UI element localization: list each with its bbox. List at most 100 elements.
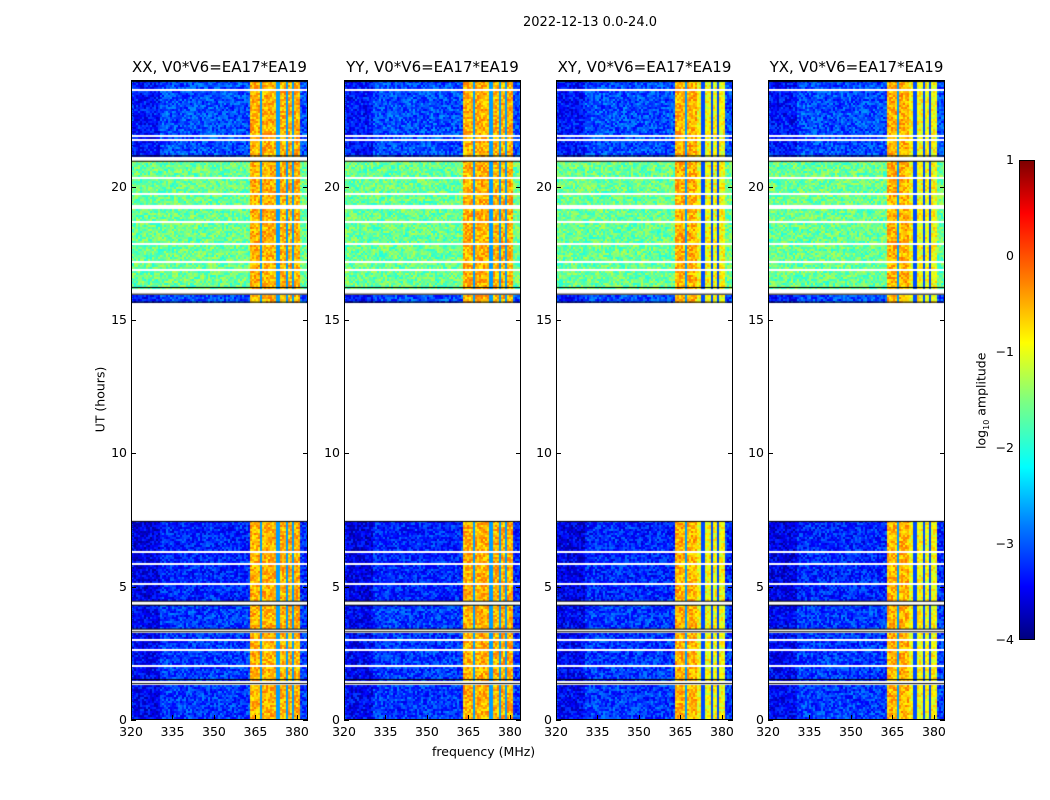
x-tick-mark (213, 715, 215, 720)
x-tick-mark (426, 715, 428, 720)
y-tick-mark (556, 186, 561, 188)
y-tick-mark (516, 586, 521, 588)
y-tick-label: 5 (119, 578, 127, 594)
x-tick-label: 380 (710, 724, 734, 739)
y-tick-mark (940, 320, 945, 321)
x-tick-label: 365 (880, 724, 905, 739)
x-tick-mark (172, 715, 174, 720)
x-tick-mark (296, 715, 298, 720)
y-tick-label: 0 (332, 712, 340, 727)
x-tick-mark (385, 715, 387, 720)
y-tick-label: 5 (544, 578, 552, 594)
y-tick-mark (303, 720, 308, 721)
x-tick-label: 350 (415, 724, 439, 739)
x-tick-mark (768, 715, 769, 720)
y-axis-label: UT (hours) (92, 366, 108, 433)
y-tick-mark (131, 186, 136, 188)
y-tick-label: 15 (324, 312, 340, 327)
panel-title: YX, V0*V6=EA17*EA19 (769, 58, 944, 76)
x-tick-mark (556, 715, 557, 720)
heatmap-panel (768, 80, 945, 720)
x-tick-label: 320 (756, 724, 780, 739)
y-tick-mark (556, 586, 561, 588)
heatmap-image (557, 81, 732, 719)
y-tick-mark (940, 586, 945, 588)
y-tick-label: 0 (544, 712, 552, 727)
y-tick-label: 0 (119, 712, 127, 727)
x-tick-mark (721, 715, 723, 720)
colorbar-tick-label: 0 (1006, 248, 1014, 263)
x-tick-label: 350 (627, 724, 651, 739)
panel-title: YY, V0*V6=EA17*EA19 (346, 58, 519, 76)
colorbar-tick-label: −3 (995, 536, 1014, 551)
y-tick-mark (131, 586, 136, 588)
colorbar-tick-label: −4 (995, 632, 1014, 647)
y-tick-mark (728, 453, 733, 455)
y-tick-mark (556, 320, 561, 321)
y-tick-label: 20 (111, 178, 127, 194)
y-tick-mark (940, 453, 945, 455)
y-tick-label: 15 (536, 312, 552, 327)
x-tick-mark (255, 715, 257, 720)
y-tick-mark (768, 720, 773, 721)
x-tick-label: 380 (498, 724, 522, 739)
y-tick-label: 15 (111, 312, 127, 327)
x-tick-mark (850, 715, 852, 720)
y-tick-mark (768, 586, 773, 588)
x-tick-label: 335 (373, 724, 398, 739)
heatmap-panel (131, 80, 308, 720)
y-tick-label: 0 (756, 712, 764, 727)
colorbar (1019, 160, 1035, 640)
x-tick-mark (344, 715, 345, 720)
y-tick-label: 10 (536, 445, 552, 461)
y-tick-label: 15 (748, 312, 764, 327)
colorbar-tick-label: −2 (995, 440, 1014, 455)
heatmap-panel (556, 80, 733, 720)
heatmap-image (345, 81, 520, 719)
y-tick-mark (303, 320, 308, 321)
y-tick-mark (516, 186, 521, 188)
y-tick-label: 10 (324, 445, 340, 461)
y-tick-mark (344, 320, 349, 321)
x-tick-mark (809, 715, 811, 720)
y-tick-mark (303, 586, 308, 588)
panel-title: XX, V0*V6=EA17*EA19 (132, 58, 307, 76)
y-tick-mark (131, 320, 136, 321)
y-tick-mark (768, 320, 773, 321)
colorbar-label: log10 amplitude (973, 352, 991, 449)
x-tick-label: 320 (332, 724, 356, 739)
y-tick-label: 10 (111, 445, 127, 461)
x-tick-label: 335 (585, 724, 610, 739)
x-tick-label: 365 (668, 724, 693, 739)
colorbar-tick-label: 1 (1006, 152, 1014, 167)
x-tick-label: 365 (456, 724, 481, 739)
y-tick-label: 5 (332, 578, 340, 594)
y-tick-mark (344, 186, 349, 188)
heatmap-panel (344, 80, 521, 720)
x-tick-label: 380 (922, 724, 946, 739)
x-tick-label: 350 (839, 724, 863, 739)
x-tick-label: 335 (797, 724, 822, 739)
panel-title: XY, V0*V6=EA17*EA19 (557, 58, 732, 76)
y-tick-mark (131, 720, 136, 721)
x-tick-mark (933, 715, 935, 720)
x-tick-label: 380 (285, 724, 309, 739)
colorbar-tick-label: −1 (995, 344, 1014, 359)
y-tick-mark (768, 186, 773, 188)
y-tick-mark (131, 453, 136, 455)
y-tick-label: 20 (324, 178, 340, 194)
y-tick-mark (344, 720, 349, 721)
heatmap-image (769, 81, 944, 719)
y-tick-mark (940, 186, 945, 188)
y-tick-mark (556, 720, 561, 721)
x-tick-label: 365 (243, 724, 268, 739)
y-tick-mark (303, 186, 308, 188)
heatmap-image (132, 81, 307, 719)
y-tick-mark (344, 586, 349, 588)
y-tick-mark (728, 586, 733, 588)
x-tick-mark (680, 715, 682, 720)
y-tick-mark (940, 720, 945, 721)
x-tick-mark (468, 715, 470, 720)
x-tick-mark (892, 715, 894, 720)
